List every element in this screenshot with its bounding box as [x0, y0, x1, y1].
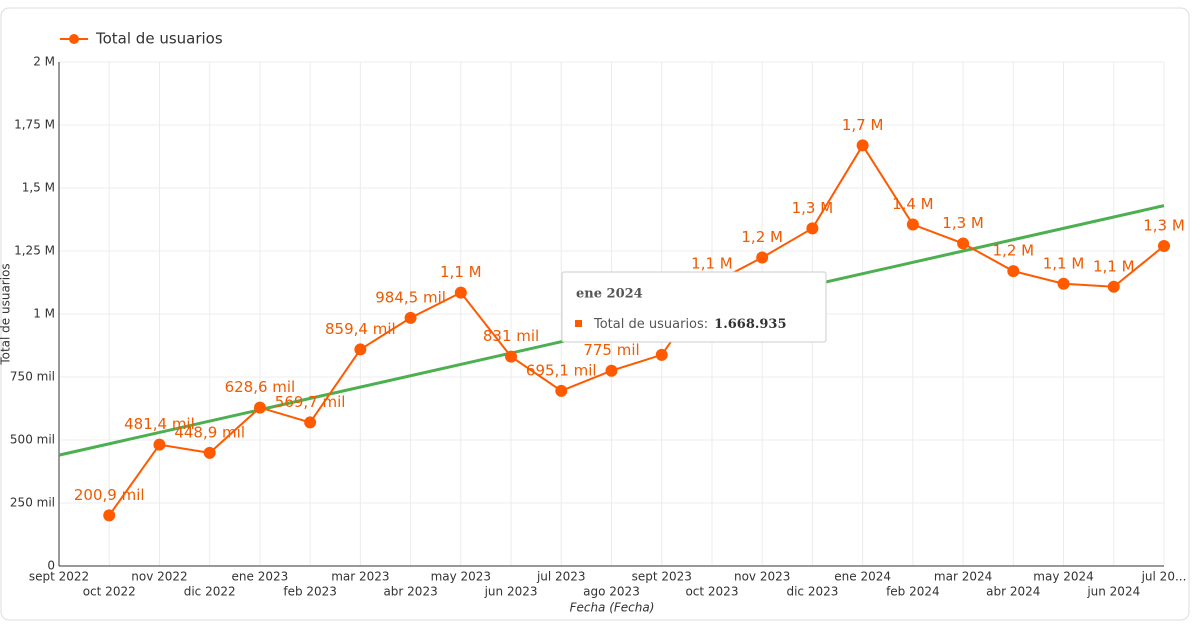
data-point: [203, 446, 216, 459]
x-tick-label: ene 2023: [232, 570, 289, 584]
x-tick-label: ene 2024: [834, 570, 891, 584]
tooltip: ene 2024 Total de usuarios: 1.668.935: [561, 271, 827, 343]
x-tick-label: ago 2023: [583, 585, 640, 599]
data-label: 628,6 mil: [225, 378, 296, 396]
data-label: 1,2 M: [741, 228, 783, 246]
x-tick-label: jun 2023: [484, 585, 538, 599]
y-axis-title: Total de usuarios: [0, 263, 13, 365]
y-tick-label: 2 M: [33, 55, 55, 69]
data-label: 1,7 M: [842, 116, 884, 134]
data-point: [806, 222, 819, 235]
x-tick-label: feb 2023: [283, 585, 337, 599]
x-tick-label: nov 2022: [131, 570, 187, 584]
data-label: 481,4 mil: [124, 415, 195, 433]
data-label: 831 mil: [483, 327, 539, 345]
y-tick-label: 0: [47, 559, 55, 573]
data-point: [1007, 265, 1020, 278]
data-point: [404, 311, 417, 324]
x-tick-label: abr 2023: [383, 585, 437, 599]
data-label: 1,3 M: [942, 214, 984, 232]
data-point: [1057, 277, 1070, 290]
data-label: 859,4 mil: [325, 320, 396, 338]
y-tick-label: 1,75 M: [14, 118, 55, 132]
data-label: 1,3 M: [792, 199, 834, 217]
data-label: 1,3 M: [1143, 216, 1185, 234]
data-label: 984,5 mil: [375, 288, 446, 306]
data-point: [957, 237, 970, 250]
data-point: [1158, 239, 1170, 252]
x-tick-label: jun 2024: [1086, 585, 1140, 599]
data-point: [605, 364, 618, 377]
y-tick-label: 1 M: [33, 307, 55, 321]
x-tick-label: mar 2023: [331, 570, 389, 584]
y-tick-label: 1,25 M: [14, 244, 55, 258]
x-tick-label: may 2023: [431, 570, 492, 584]
data-label: 1,1 M: [1093, 257, 1135, 275]
data-point: [153, 438, 166, 451]
x-tick-label: jul 2023: [536, 570, 586, 584]
x-tick-label: sept 2023: [632, 570, 692, 584]
y-tick-label: 1,5 M: [22, 181, 55, 195]
tooltip-value: 1.668.935: [714, 317, 786, 332]
data-label: 1,1 M: [691, 254, 733, 272]
x-tick-label: oct 2022: [83, 585, 136, 599]
data-point: [655, 348, 668, 361]
data-point: [505, 350, 518, 363]
legend-label[interactable]: Total de usuarios: [95, 30, 223, 48]
data-point: [1107, 280, 1120, 293]
tooltip-box: [561, 271, 827, 343]
data-label: 569,7 mil: [275, 393, 346, 411]
x-tick-label: jul 20...: [1141, 570, 1187, 584]
data-label: 1,2 M: [993, 242, 1035, 260]
y-tick-label: 250 mil: [10, 496, 55, 510]
y-tick-label: 500 mil: [10, 433, 55, 447]
legend-marker: [69, 34, 79, 44]
data-point: [253, 401, 266, 414]
data-label: 200,9 mil: [74, 486, 145, 504]
tooltip-text: Total de usuarios: 1.668.935: [593, 317, 787, 332]
data-label: 1,1 M: [440, 263, 482, 281]
series-line: [108, 143, 1165, 516]
y-tick-label: 750 mil: [10, 370, 55, 384]
data-label: 695,1 mil: [526, 361, 597, 379]
data-point: [756, 251, 769, 264]
data-label: 1,4 M: [892, 195, 934, 213]
data-point: [304, 416, 317, 429]
tooltip-title: ene 2024: [576, 287, 643, 302]
tooltip-label: Total de usuarios:: [593, 317, 708, 332]
x-tick-label: dic 2022: [184, 585, 236, 599]
x-tick-label: nov 2023: [734, 570, 790, 584]
tooltip-swatch: [575, 320, 582, 327]
data-label: 448,9 mil: [174, 423, 245, 441]
data-label: 1,1 M: [1043, 254, 1085, 272]
data-point: [354, 343, 367, 356]
x-tick-label: dic 2023: [786, 585, 838, 599]
x-tick-label: abr 2024: [986, 585, 1040, 599]
x-tick-label: oct 2023: [685, 585, 738, 599]
data-point: [454, 286, 467, 299]
data-label: 775 mil: [583, 341, 639, 359]
data-point: [555, 384, 568, 397]
x-tick-label: feb 2024: [886, 585, 940, 599]
x-axis-title: Fecha (Fecha): [570, 601, 655, 615]
x-tick-label: mar 2024: [934, 570, 992, 584]
x-tick-label: sept 2022: [29, 570, 89, 584]
x-tick-label: may 2024: [1033, 570, 1094, 584]
data-point: [906, 218, 919, 231]
data-point: [856, 139, 869, 152]
data-point: [103, 509, 116, 522]
